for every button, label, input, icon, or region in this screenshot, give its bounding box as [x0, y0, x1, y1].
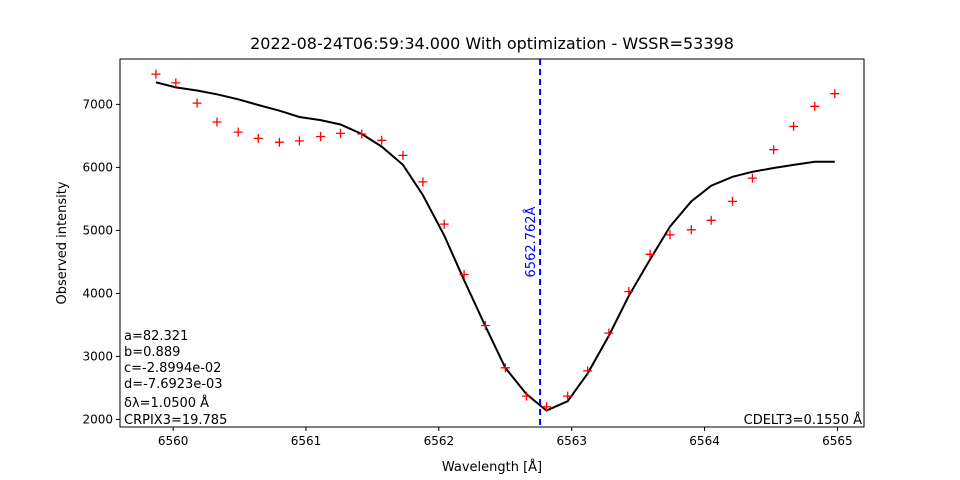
observed-point [769, 145, 779, 155]
observed-point [151, 69, 161, 79]
x-tick-label: 6565 [822, 434, 853, 448]
observed-point [665, 230, 675, 240]
line-center-label: 6562.762Å [523, 206, 539, 277]
observed-point [728, 196, 737, 206]
y-axis-label: Observed intensity [55, 181, 70, 304]
x-tick-label: 6564 [689, 434, 720, 448]
observed-point [274, 137, 284, 147]
observed-point [810, 101, 820, 111]
observed-point [480, 321, 490, 330]
annotation-d: d=-7.6923e-03 [124, 377, 223, 392]
x-axis-label: Wavelength [Å] [442, 459, 542, 475]
annotation-c: c=-2.8994e-02 [124, 361, 221, 376]
observed-point [747, 173, 757, 183]
chart-title: 2022-08-24T06:59:34.000 With optimizatio… [250, 34, 734, 53]
observed-point [316, 132, 326, 141]
fit-line [155, 81, 835, 412]
y-tick-label: 6000 [82, 160, 113, 174]
observed-point [500, 363, 510, 373]
observed-point [645, 249, 655, 259]
annotation-cdelt3: CDELT3=0.1550 Å [744, 412, 862, 428]
observed-point [418, 177, 428, 187]
observed-point [830, 89, 840, 99]
observed-point [212, 117, 222, 127]
observed-point [789, 121, 799, 131]
y-tick-label: 2000 [82, 412, 113, 426]
observed-point [192, 98, 202, 108]
observed-point [542, 402, 551, 412]
observed-point [583, 366, 593, 376]
y-tick-label: 7000 [82, 97, 113, 111]
y-tick-label: 4000 [82, 286, 113, 300]
observed-point [706, 215, 716, 225]
annotation-crpix3: CRPIX3=19.785 [124, 413, 227, 428]
observed-point [336, 128, 345, 138]
observed-point [233, 127, 243, 137]
plot-area: 6562.762Å [151, 59, 840, 427]
y-tick-label: 3000 [82, 349, 113, 363]
observed-point [624, 287, 634, 296]
observed-point [522, 391, 531, 401]
observed-point [686, 225, 696, 235]
x-tick-label: 6561 [291, 434, 322, 448]
observed-point [459, 270, 469, 279]
observed-point [377, 135, 387, 145]
annotation-a: a=82.321 [124, 329, 188, 344]
observed-point [253, 133, 263, 143]
observed-point [398, 150, 408, 160]
annotation-delta-lambda: δλ=1.0500 Å [124, 395, 209, 411]
observed-point [294, 136, 304, 146]
observed-point [357, 129, 367, 139]
x-tick-label: 6560 [158, 434, 189, 448]
observed-point [171, 78, 181, 88]
annotation-b: b=0.889 [124, 345, 180, 360]
plot-frame [119, 58, 865, 428]
x-tick-label: 6563 [556, 434, 587, 448]
axes: 6560 6561 6562 6563 6564 6565 2000 3000 4000 5000… [82, 58, 865, 448]
observed-point [563, 391, 573, 401]
observed-point [604, 328, 614, 338]
x-tick-label: 6562 [424, 434, 455, 448]
y-tick-label: 5000 [82, 223, 113, 237]
observed-point [439, 219, 449, 229]
